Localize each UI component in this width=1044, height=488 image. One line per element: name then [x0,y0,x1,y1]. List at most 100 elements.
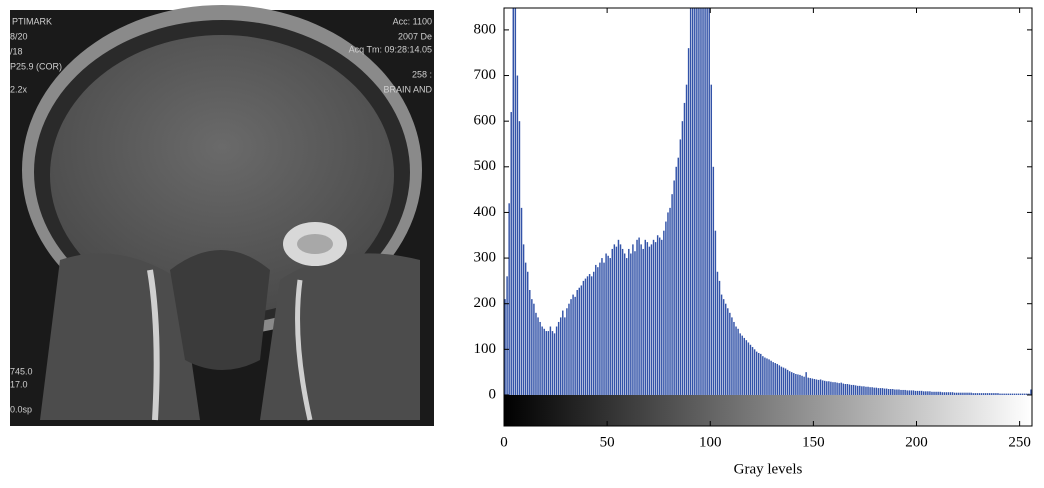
bar [906,390,908,395]
bar [549,326,552,395]
bar [516,75,519,395]
bar [716,271,719,395]
bar [803,376,805,395]
bar [914,390,917,395]
bar [786,369,789,395]
bar [1003,393,1005,395]
bar [601,258,603,395]
bar [592,271,595,395]
bar [995,393,997,395]
bar [922,391,925,395]
bar [947,392,950,395]
image-overlay-text: 745.0 [10,366,33,376]
bar [518,121,521,395]
bar [805,372,807,395]
bar [543,328,545,395]
bar [817,379,820,395]
bar [679,139,682,395]
bar [671,194,673,395]
bar [939,391,941,395]
bar [774,363,776,395]
bar [943,392,946,395]
bar [795,373,797,395]
image-overlay-text: 2007 De [398,31,432,41]
image-overlay-text: 258 : [412,69,432,79]
image-overlay-text: Acq Tm: 09:28:14.05 [349,44,432,54]
image-overlay-text: BRAIN AND [383,84,432,94]
bar [749,344,752,395]
bar [562,310,564,395]
bar [949,392,952,395]
bar [539,321,541,395]
bar [588,274,591,395]
bar [863,386,865,395]
image-overlay-text: Acc: 1100 [393,16,432,26]
bar [640,244,642,395]
bar [634,251,636,395]
bar [970,392,972,395]
x-tick-label: 250 [1008,434,1031,450]
bar [780,366,783,395]
bar [683,102,686,395]
bar [745,340,748,395]
bar [751,347,754,395]
bar [526,271,529,395]
bar [706,8,708,395]
bar [510,112,512,395]
bar [648,246,651,395]
bar [978,393,981,395]
bar [611,248,614,395]
bar [545,331,548,395]
bar [821,380,824,395]
bar [836,382,838,395]
bar [1015,393,1018,395]
bar [951,392,954,395]
bar [667,212,669,395]
bar [724,303,727,395]
bar [512,8,515,395]
bar [1009,393,1012,395]
bar [856,385,859,395]
bar [720,294,723,395]
bar [972,393,974,395]
bar [964,392,966,395]
bar [999,393,1001,395]
bar [910,390,913,395]
bar [729,312,731,395]
bar [691,8,694,395]
bar [757,352,760,395]
bar [945,392,948,395]
bar [991,393,993,395]
bar [815,379,818,395]
bar [830,381,832,395]
bar [980,393,983,395]
bar [871,387,873,395]
bar [580,285,583,395]
y-tick-label: 100 [474,341,497,357]
y-tick-label: 0 [489,386,497,402]
bar [974,393,977,395]
bar [935,391,937,395]
bar [797,374,799,395]
bar [731,317,733,395]
bar [520,207,523,395]
bar [807,377,809,395]
bar [929,391,931,395]
bar [788,371,791,395]
bar [823,380,826,395]
bar [790,372,793,395]
bar [912,390,915,395]
bar [727,308,729,395]
bar [904,389,906,395]
bar [584,278,587,395]
bar [599,262,601,395]
bar [846,384,849,395]
bar [685,84,688,395]
bar [953,392,956,395]
bar [784,368,787,395]
plot-frame [503,7,1033,427]
bar [603,262,605,395]
y-tick-label: 400 [474,204,497,220]
bar [1007,393,1010,395]
